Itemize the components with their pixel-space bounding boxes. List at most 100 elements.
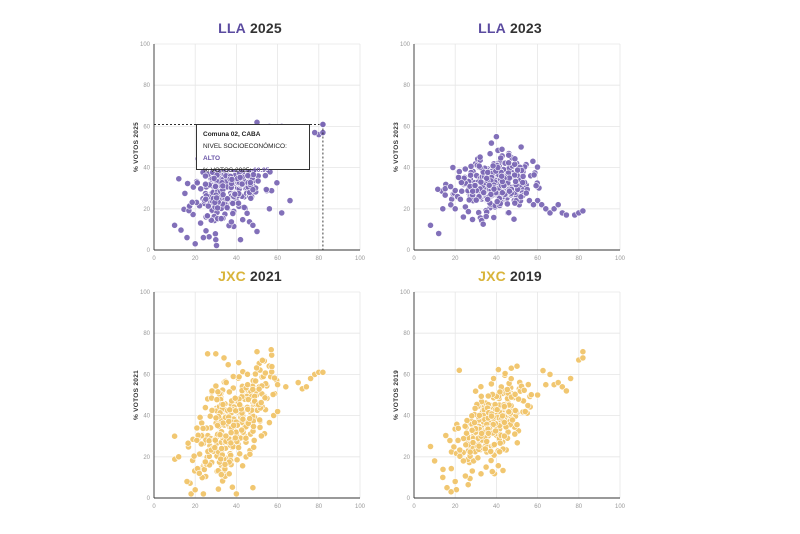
- data-point: [255, 385, 263, 393]
- data-point: [455, 173, 462, 181]
- y-tick-label: 100: [400, 290, 411, 296]
- data-point: [477, 383, 485, 391]
- data-point: [230, 421, 238, 429]
- data-point: [475, 442, 483, 450]
- data-point: [282, 383, 290, 391]
- data-point: [534, 197, 541, 204]
- election-year: 2025: [249, 20, 282, 36]
- data-point: [219, 419, 227, 427]
- data-point: [256, 416, 263, 424]
- data-point: [171, 432, 178, 440]
- data-point: [197, 440, 205, 448]
- data-point: [215, 485, 222, 493]
- data-point: [558, 383, 566, 391]
- data-point: [233, 490, 240, 498]
- y-tick-label: 60: [403, 372, 410, 378]
- data-point: [265, 205, 273, 213]
- data-point: [451, 205, 459, 213]
- data-point: [477, 392, 485, 400]
- tooltip-line-votos: % VOTOS 2025: 60.95: [203, 165, 303, 177]
- data-point: [217, 471, 225, 478]
- data-point: [244, 405, 252, 413]
- data-point: [229, 373, 237, 380]
- data-point: [457, 195, 464, 203]
- data-point: [485, 429, 492, 437]
- x-tick-label: 40: [493, 256, 500, 262]
- data-point: [539, 367, 547, 374]
- data-point: [269, 391, 277, 398]
- data-point: [451, 187, 459, 194]
- tooltip-label: % VOTOS 2025:: [203, 167, 254, 174]
- data-point: [225, 417, 233, 425]
- data-point: [484, 195, 491, 203]
- data-point: [492, 427, 499, 435]
- data-point: [455, 366, 463, 374]
- data-point: [471, 182, 479, 189]
- data-point: [213, 396, 221, 403]
- data-point: [242, 434, 250, 442]
- data-point: [487, 190, 495, 198]
- data-point: [579, 348, 587, 356]
- data-point: [474, 454, 482, 462]
- data-point: [227, 429, 235, 436]
- data-point: [501, 370, 509, 377]
- y-tick-label: 80: [403, 331, 410, 337]
- data-point: [211, 444, 219, 451]
- data-point: [530, 201, 537, 209]
- x-tick-label: 60: [534, 256, 541, 262]
- data-point: [521, 408, 529, 415]
- data-point: [484, 168, 492, 176]
- data-point: [228, 175, 236, 183]
- data-point: [249, 386, 257, 393]
- data-point: [550, 205, 558, 213]
- party-name: JXC: [478, 268, 506, 284]
- data-point: [496, 439, 504, 447]
- data-point: [505, 159, 513, 167]
- data-point: [271, 374, 278, 382]
- data-point: [229, 199, 237, 207]
- data-point: [449, 164, 457, 171]
- data-point: [530, 171, 538, 179]
- data-point: [219, 191, 227, 198]
- data-point: [514, 166, 521, 174]
- data-point: [211, 436, 219, 444]
- data-point: [511, 155, 519, 163]
- data-point: [505, 187, 513, 195]
- x-tick-label: 60: [274, 256, 281, 262]
- data-point: [463, 417, 471, 424]
- data-point: [231, 394, 239, 402]
- data-point: [488, 139, 495, 147]
- data-point: [554, 379, 562, 386]
- data-point: [439, 473, 447, 481]
- data-point: [462, 472, 469, 480]
- data-point: [221, 460, 229, 468]
- data-point: [199, 424, 207, 432]
- data-point: [184, 180, 191, 187]
- data-point: [239, 415, 247, 423]
- data-point: [534, 391, 541, 399]
- y-tick-label: 60: [403, 124, 410, 130]
- data-point: [472, 196, 480, 204]
- data-point: [467, 171, 474, 179]
- data-point: [427, 221, 434, 229]
- data-point: [511, 430, 519, 438]
- data-point: [461, 422, 469, 430]
- data-point: [513, 362, 521, 370]
- data-point: [487, 457, 495, 464]
- data-point: [254, 177, 262, 185]
- y-axis-label: % VOTOS 2019: [393, 370, 400, 420]
- data-point: [488, 468, 496, 475]
- data-point: [439, 465, 447, 473]
- data-point: [503, 386, 511, 393]
- data-point: [494, 462, 502, 470]
- data-point: [239, 216, 247, 224]
- data-point: [465, 208, 472, 215]
- data-point: [190, 452, 198, 460]
- data-point: [522, 189, 530, 197]
- tooltip-title: Comuna 02, CABA: [203, 131, 261, 138]
- data-point: [302, 383, 310, 391]
- data-point: [505, 151, 513, 159]
- data-point: [490, 185, 498, 193]
- data-point: [447, 201, 455, 209]
- y-axis-label: % VOTOS 2021: [133, 370, 140, 420]
